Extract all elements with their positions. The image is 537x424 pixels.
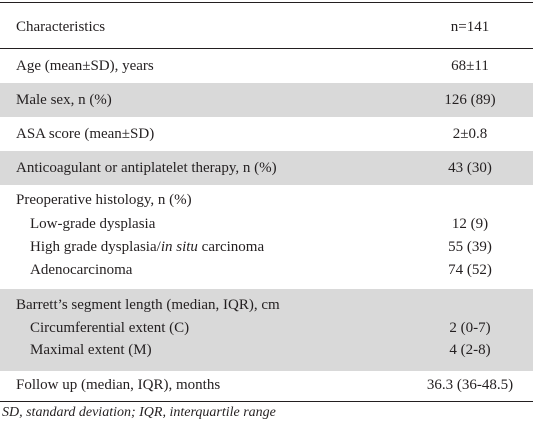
- row-label: ASA score (mean±SD): [16, 126, 155, 142]
- header-cell: n=141: [450, 19, 490, 35]
- row-value: 126 (89): [444, 92, 496, 108]
- table-row: Male sex, n (%) 126 (89): [0, 83, 533, 117]
- table-row: Barrett’s segment length (median, IQR), …: [0, 289, 533, 371]
- sub-value: 2 (0-7): [449, 320, 491, 336]
- header-cell: Characteristics: [16, 19, 106, 35]
- header-rule: [0, 48, 533, 49]
- row-label: Follow up (median, IQR), months: [16, 377, 221, 393]
- row-label: Age (mean±SD), years: [16, 58, 154, 74]
- table-row: Preoperative histology, n (%) Low-grade …: [0, 185, 533, 289]
- row-label: Male sex, n (%): [16, 92, 112, 108]
- label-part: carcinoma: [197, 239, 265, 255]
- table-row: Anticoagulant or antiplatelet therapy, n…: [0, 151, 533, 185]
- bottom-rule: [0, 401, 533, 402]
- row-label: Preoperative histology, n (%): [16, 192, 192, 208]
- label-part: in situ: [160, 239, 198, 255]
- sub-label: High grade dysplasia/in situ carcinoma: [30, 238, 264, 256]
- row-value: 43 (30): [448, 160, 492, 176]
- table-row: Age (mean±SD), years 68±11: [0, 49, 533, 83]
- table-row: Follow up (median, IQR), months 36.3 (36…: [0, 371, 533, 401]
- sub-value: 12 (9): [451, 216, 489, 232]
- sub-value: 55 (39): [448, 239, 492, 255]
- header-row: Characteristics n=141: [0, 3, 533, 48]
- row-value: 68±11: [451, 58, 489, 74]
- sub-value: 74 (52): [448, 262, 492, 278]
- top-rule: [0, 2, 533, 3]
- row-value: 2±0.8: [452, 126, 488, 142]
- label-part: High grade dysplasia/: [30, 239, 161, 255]
- table-row: ASA score (mean±SD) 2±0.8: [0, 117, 533, 151]
- sub-value: 4 (2-8): [449, 342, 491, 358]
- row-label: Barrett’s segment length (median, IQR), …: [16, 297, 280, 313]
- sub-label: Low-grade dysplasia: [30, 216, 156, 232]
- row-label: Anticoagulant or antiplatelet therapy, n…: [16, 160, 277, 176]
- sub-label: Maximal extent (M): [30, 342, 152, 358]
- sub-label: Adenocarcinoma: [30, 262, 133, 278]
- row-value: 36.3 (36-48.5): [426, 377, 514, 393]
- footnote: SD, standard deviation; IQR, interquarti…: [2, 405, 276, 420]
- sub-label: Circumferential extent (C): [30, 320, 190, 336]
